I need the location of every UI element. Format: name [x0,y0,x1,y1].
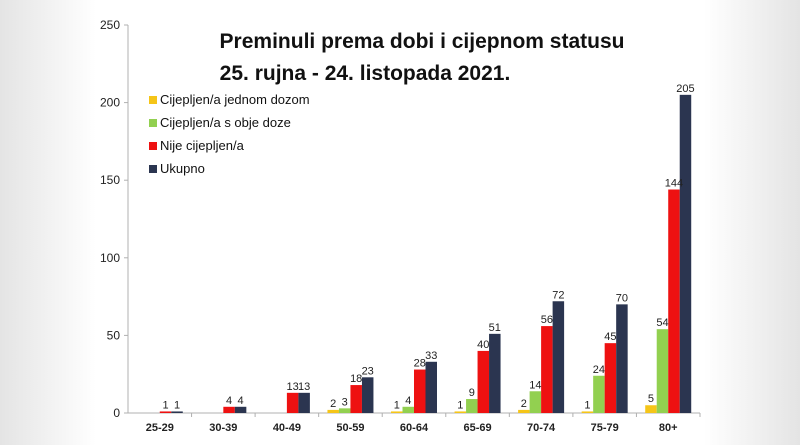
bar-value-label: 3 [342,396,348,408]
bar [327,409,339,413]
x-tick-label: 65-69 [463,422,491,434]
bar-value-label: 2 [521,398,527,410]
bar [338,408,351,413]
x-tick-label: 30-39 [209,422,237,434]
y-tick-label: 0 [113,406,120,420]
legend-label: Nije cijepljen/a [160,138,245,153]
legend-swatch [149,96,157,104]
bar-value-label: 1 [457,399,463,411]
legend-label: Cijepljen/a s obje doze [160,115,291,130]
x-tick-label: 25-29 [146,422,174,434]
bar [391,411,403,413]
bar-value-label: 33 [425,350,437,362]
y-tick-label: 150 [100,173,120,187]
legend-swatch [149,142,157,150]
bar [298,392,310,413]
bar [604,343,617,413]
bar-value-label: 144 [665,178,683,190]
bar-value-label: 1 [394,399,400,411]
bar-value-label: 205 [676,83,694,95]
bar-value-label: 13 [298,381,310,393]
bar-value-label: 5 [648,393,654,405]
bar [454,411,467,413]
bar-value-label: 70 [616,292,628,304]
x-tick-label: 75-79 [591,422,619,434]
bar [593,375,605,413]
y-tick-label: 100 [100,251,120,265]
bar-value-label: 23 [362,365,374,377]
bar [425,361,437,413]
bar-value-label: 40 [477,339,489,351]
bar [402,406,414,413]
chart-axes: 0 50 100 150 200 250 25-29 30-39 40-49 50-59 60-64… [100,18,701,434]
bar [350,385,362,413]
y-tick-label: 50 [107,328,121,342]
bar-value-label: 72 [552,289,564,301]
bar [616,304,628,413]
chart-subtitle: 25. rujna - 24. listopada 2021. [220,62,511,85]
bar-value-label: 28 [414,358,426,370]
bar [541,326,553,413]
bar [529,391,542,413]
bar [361,377,374,413]
legend-label: Ukupno [160,161,205,176]
x-tick-label: 50-59 [336,422,364,434]
bar [552,301,565,413]
y-tick-label: 200 [100,96,120,110]
chart-bars [159,94,692,413]
bar-value-label: 4 [405,395,411,407]
bar-value-label: 2 [330,398,336,410]
x-tick-label: 70-74 [527,422,556,434]
bar [477,350,490,413]
y-tick-label: 250 [100,18,120,32]
bar-value-label: 45 [604,331,616,343]
bar [414,369,426,413]
bar [286,392,299,413]
bar [668,189,680,413]
bar-value-label: 18 [350,373,362,385]
bar-value-label: 24 [593,364,605,376]
x-tick-label: 60-64 [400,422,429,434]
legend-swatch [149,165,157,173]
bar-value-label: 51 [489,322,501,334]
legend-swatch [149,119,157,127]
bar [489,333,501,413]
bar-value-label: 14 [529,379,541,391]
bar-value-label: 9 [469,387,475,399]
bar [679,94,692,413]
bar [656,329,669,413]
bar [234,406,247,413]
x-tick-label: 40-49 [273,422,301,434]
chart-legend: Cijepljen/a jednom dozom Cijepljen/a s ob… [149,92,310,176]
bar-value-label: 13 [287,381,299,393]
bar [518,409,530,413]
chart-title: Preminuli prema dobi i cijepnom statusu [220,30,625,53]
bar [581,411,594,413]
x-tick-label: 80+ [659,422,678,434]
bar [171,411,183,413]
bar-value-label: 1 [174,399,180,411]
bar-value-label: 56 [541,314,553,326]
bar-value-label: 54 [656,317,668,329]
bar-value-label: 1 [162,399,168,411]
bar-value-label: 4 [238,395,244,407]
bar-value-label: 1 [584,399,590,411]
bar [466,399,478,413]
bar [223,406,235,413]
bar-value-label: 4 [226,395,232,407]
bar [159,411,172,413]
bar [645,405,657,413]
legend-label: Cijepljen/a jednom dozom [160,92,310,107]
